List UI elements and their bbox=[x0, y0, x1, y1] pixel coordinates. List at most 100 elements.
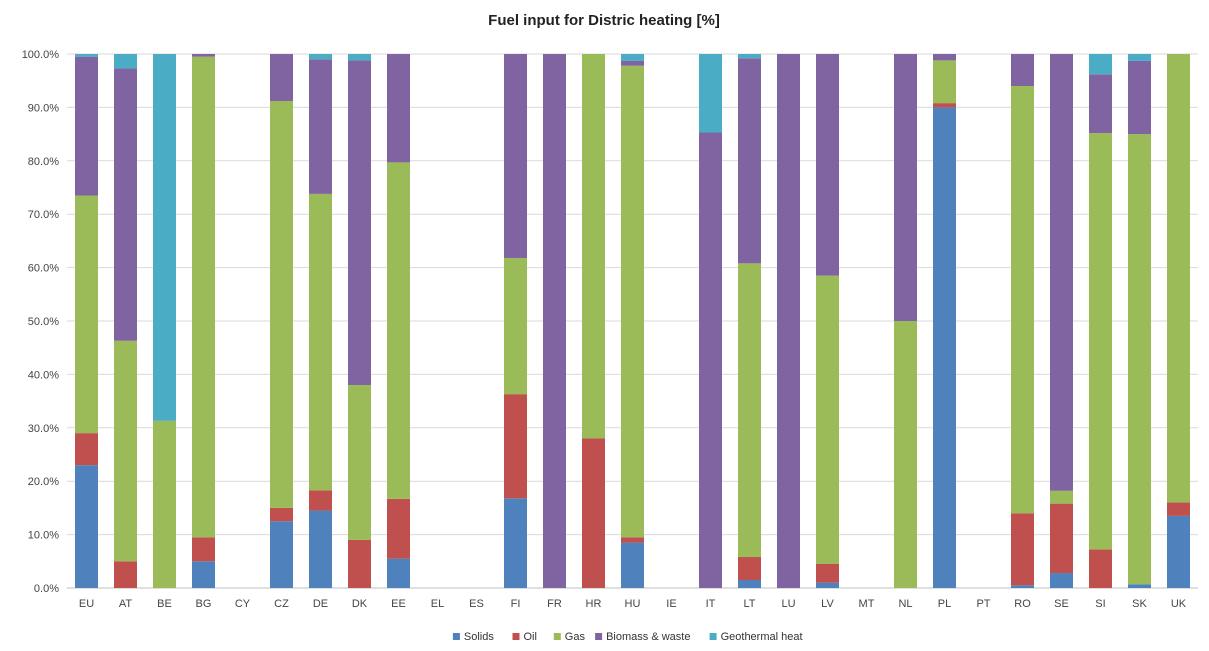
bar-segment-sk-2 bbox=[1128, 134, 1151, 585]
bar-segment-dk-4 bbox=[348, 54, 371, 61]
bar-segment-cz-0 bbox=[270, 521, 293, 588]
legend-label: Oil bbox=[524, 631, 537, 643]
bar-segment-ee-0 bbox=[387, 558, 410, 588]
bar-segment-hr-2 bbox=[582, 54, 605, 439]
x-tick-label: MT bbox=[859, 598, 875, 610]
bar-segment-si-1 bbox=[1089, 549, 1112, 588]
bar-segment-at-2 bbox=[114, 340, 137, 562]
bar-segment-uk-0 bbox=[1167, 515, 1190, 588]
legend-swatch bbox=[595, 633, 603, 640]
x-tick-label: CY bbox=[235, 598, 251, 610]
bar-segment-fi-1 bbox=[504, 394, 527, 499]
x-tick-label: FI bbox=[511, 598, 521, 610]
bar-segment-de-2 bbox=[309, 193, 332, 491]
bar-segment-si-4 bbox=[1089, 54, 1112, 75]
bar-segment-lv-2 bbox=[816, 275, 839, 564]
bar-segment-bg-1 bbox=[192, 537, 215, 562]
bar-segment-uk-1 bbox=[1167, 502, 1190, 516]
bar-segment-nl-2 bbox=[894, 321, 917, 588]
bar-segment-sk-0 bbox=[1128, 584, 1151, 588]
bar-segment-be-2 bbox=[153, 420, 176, 588]
bar-segment-lt-2 bbox=[738, 263, 761, 558]
bar-segment-lt-4 bbox=[738, 54, 761, 59]
bar-segment-se-0 bbox=[1050, 573, 1073, 588]
bar-segment-lt-0 bbox=[738, 579, 761, 588]
bar-segment-eu-0 bbox=[75, 465, 98, 588]
x-tick-label: EU bbox=[79, 598, 94, 610]
bar-segment-se-3 bbox=[1050, 54, 1073, 491]
y-tick-label: 70.0% bbox=[28, 209, 59, 221]
bar-segment-bg-2 bbox=[192, 56, 215, 538]
y-tick-label: 90.0% bbox=[28, 102, 59, 114]
x-tick-label: DE bbox=[313, 598, 328, 610]
bar-segment-dk-3 bbox=[348, 60, 371, 386]
bar-segment-fi-0 bbox=[504, 498, 527, 588]
x-tick-label: EL bbox=[431, 598, 444, 610]
y-tick-label: 100.0% bbox=[22, 49, 60, 61]
bar-segment-it-3 bbox=[699, 132, 722, 589]
bar-segment-ro-1 bbox=[1011, 513, 1034, 586]
legend-swatch bbox=[553, 633, 561, 640]
bar-segment-hu-2 bbox=[621, 65, 644, 538]
bar-segment-bg-3 bbox=[192, 54, 215, 57]
bar-segment-at-1 bbox=[114, 561, 137, 588]
bars bbox=[75, 54, 1190, 589]
legend-label: Gas bbox=[565, 631, 586, 643]
x-tick-label: BG bbox=[196, 598, 212, 610]
y-tick-label: 60.0% bbox=[28, 263, 59, 275]
x-tick-label: RO bbox=[1014, 598, 1031, 610]
bar-segment-hu-0 bbox=[621, 542, 644, 588]
x-tick-label: NL bbox=[898, 598, 912, 610]
x-tick-label: AT bbox=[119, 598, 133, 610]
bar-segment-pl-0 bbox=[933, 107, 956, 589]
x-tick-label: SE bbox=[1054, 598, 1069, 610]
bar-segment-cz-3 bbox=[270, 54, 293, 101]
bar-segment-ee-2 bbox=[387, 162, 410, 499]
x-tick-label: BE bbox=[157, 598, 172, 610]
bar-segment-fi-3 bbox=[504, 54, 527, 258]
legend-swatch bbox=[452, 633, 460, 640]
bar-segment-lu-3 bbox=[777, 54, 800, 588]
bar-segment-de-0 bbox=[309, 510, 332, 588]
x-tick-label: ES bbox=[469, 598, 484, 610]
bar-segment-bg-0 bbox=[192, 561, 215, 588]
bar-segment-si-2 bbox=[1089, 133, 1112, 550]
x-tick-label: LU bbox=[781, 598, 795, 610]
x-tick-label: CZ bbox=[274, 598, 289, 610]
bar-segment-sk-4 bbox=[1128, 54, 1151, 61]
bar-segment-eu-2 bbox=[75, 195, 98, 434]
bar-segment-fr-3 bbox=[543, 54, 566, 588]
bar-segment-ro-0 bbox=[1011, 585, 1034, 588]
bar-segment-dk-2 bbox=[348, 385, 371, 540]
y-tick-label: 20.0% bbox=[28, 476, 59, 488]
bar-segment-pl-3 bbox=[933, 54, 956, 61]
bar-segment-lv-1 bbox=[816, 563, 839, 583]
x-tick-label: SI bbox=[1095, 598, 1105, 610]
bar-segment-nl-3 bbox=[894, 54, 917, 321]
bar-segment-lt-3 bbox=[738, 58, 761, 264]
bar-segment-be-4 bbox=[153, 54, 176, 421]
y-tick-label: 0.0% bbox=[34, 583, 59, 595]
bar-segment-lt-1 bbox=[738, 557, 761, 580]
y-tick-label: 10.0% bbox=[28, 530, 59, 542]
y-tick-label: 80.0% bbox=[28, 156, 59, 168]
bar-segment-ro-3 bbox=[1011, 54, 1034, 87]
x-tick-label: LT bbox=[743, 598, 755, 610]
x-tick-label: EE bbox=[391, 598, 406, 610]
bar-segment-pl-1 bbox=[933, 103, 956, 108]
x-tick-label: HR bbox=[586, 598, 602, 610]
y-tick-label: 30.0% bbox=[28, 423, 59, 435]
x-tick-label: LV bbox=[821, 598, 834, 610]
legend-label: Geothermal heat bbox=[721, 631, 803, 643]
x-tick-label: HU bbox=[625, 598, 641, 610]
bar-segment-de-4 bbox=[309, 54, 332, 60]
legend-swatch bbox=[512, 633, 520, 640]
bar-segment-pl-2 bbox=[933, 60, 956, 104]
x-tick-label: FR bbox=[547, 598, 562, 610]
bar-segment-se-2 bbox=[1050, 490, 1073, 504]
legend-label: Biomass & waste bbox=[606, 631, 690, 643]
x-axis-ticks: EU AT BE BG CY CZ DE DK EE EL ES FI FR HR HU IE IT LT LU LV… bbox=[79, 598, 1187, 610]
bar-segment-at-4 bbox=[114, 54, 137, 69]
